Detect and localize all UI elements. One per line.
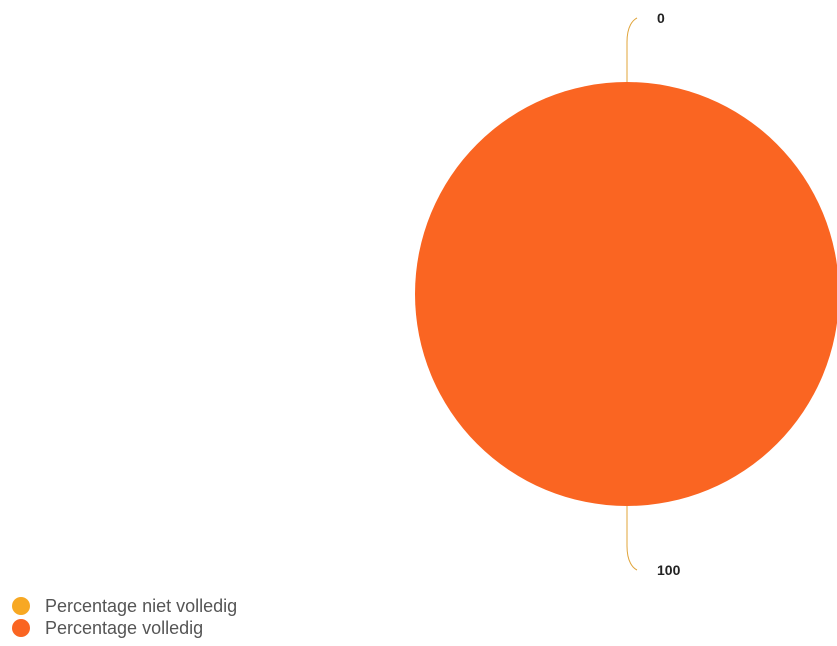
legend-label: Percentage niet volledig bbox=[45, 596, 238, 616]
pie-slices bbox=[415, 82, 837, 506]
connector-niet-volledig bbox=[626, 17, 638, 82]
data-label-niet-volledig: 0 bbox=[657, 10, 665, 26]
connector-volledig bbox=[626, 506, 638, 571]
legend-item-volledig[interactable]: Percentage volledig bbox=[12, 617, 237, 639]
legend-marker-icon bbox=[12, 597, 30, 615]
legend-label: Percentage volledig bbox=[45, 618, 204, 638]
legend-item-niet-volledig[interactable]: Percentage niet volledig bbox=[12, 595, 237, 617]
legend-marker-icon bbox=[12, 619, 30, 637]
legend: Percentage niet volledig Percentage voll… bbox=[12, 595, 237, 639]
data-label-volledig: 100 bbox=[657, 562, 681, 578]
label-connectors bbox=[626, 17, 638, 571]
pie-slice-volledig[interactable] bbox=[415, 82, 837, 506]
